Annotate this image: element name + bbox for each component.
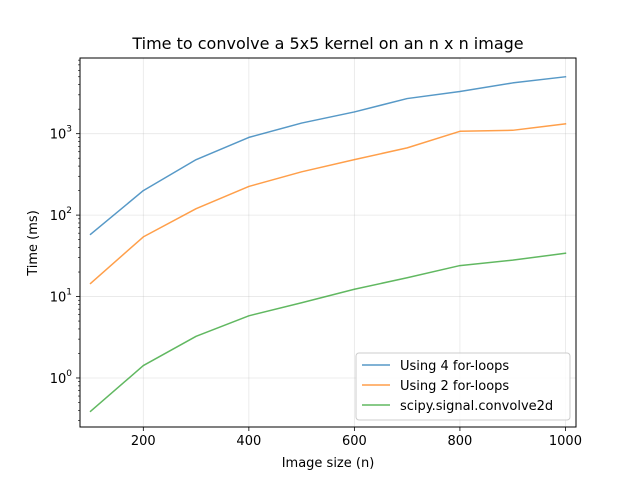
- series-lines: [89, 75, 567, 413]
- y-tick-exponent: 3: [66, 125, 72, 135]
- x-tick-label: 600: [342, 434, 367, 449]
- series-line-1: [89, 75, 567, 236]
- x-tick-label: 800: [448, 434, 473, 449]
- series-line-2: [89, 123, 567, 285]
- y-axis-label: Time (ms): [26, 210, 41, 277]
- y-tick-label: 102: [50, 206, 72, 224]
- y-tick-base: 10: [50, 291, 67, 306]
- legend-entry-label: Using 2 for-loops: [400, 379, 509, 394]
- y-tick-label: 103: [50, 125, 72, 143]
- y-tick-exponent: 2: [66, 206, 72, 216]
- series-line-3: [89, 252, 567, 413]
- legend-entry-label: Using 4 for-loops: [400, 359, 509, 374]
- x-axis-ticks: 200 400 600 800 1000: [131, 427, 582, 449]
- y-tick-exponent: 1: [66, 288, 72, 298]
- y-tick-base: 10: [50, 372, 67, 387]
- y-tick-label: 101: [50, 288, 72, 306]
- y-tick-base: 10: [50, 128, 67, 143]
- legend-box: [355, 352, 571, 421]
- x-tick-label: 200: [131, 434, 156, 449]
- x-tick-label: 400: [236, 434, 261, 449]
- legend-entry-label: scipy.signal.convolve2d: [400, 399, 553, 414]
- x-axis-label: Image size (n): [282, 456, 375, 471]
- y-tick-base: 10: [50, 209, 67, 224]
- y-tick-label: 100: [50, 369, 73, 387]
- x-tick-label: 1000: [549, 434, 582, 449]
- chart-title: Time to convolve a 5x5 kernel on an n x …: [131, 34, 523, 53]
- legend: Using 4 for-loops Using 2 for-loops scipy.…: [355, 352, 571, 421]
- y-tick-exponent: 0: [66, 369, 72, 379]
- plot-area-frame: [79, 57, 577, 428]
